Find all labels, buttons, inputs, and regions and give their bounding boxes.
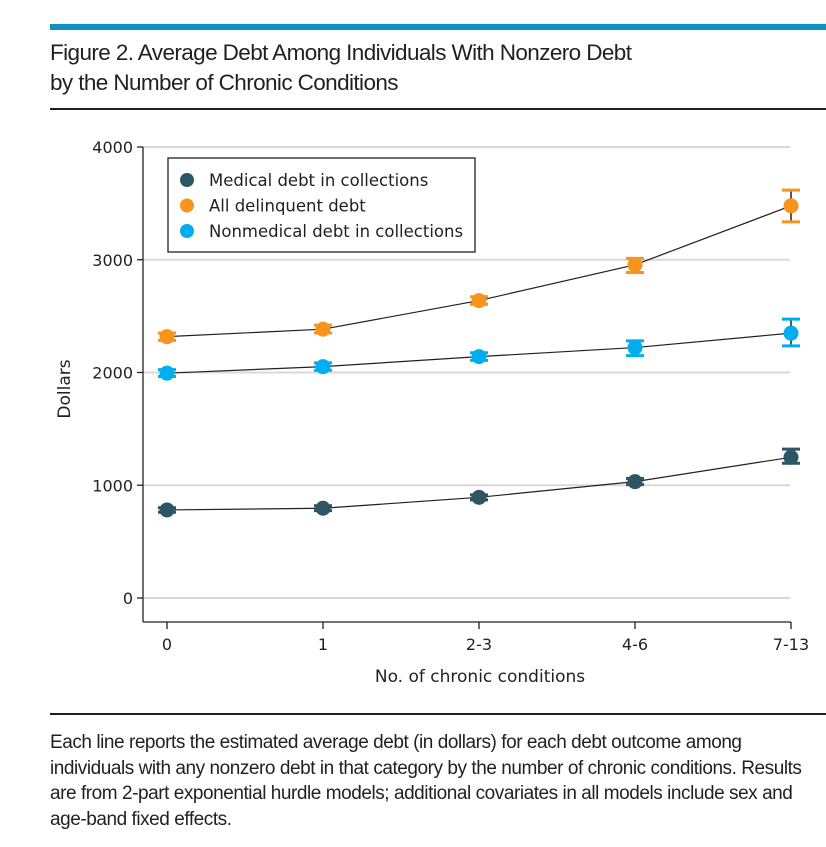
legend-label: All delinquent debt bbox=[209, 197, 366, 216]
chart: 0 1000 2000 3000 4000 0 1 2-3 4-6 7-13 Dollars N… bbox=[55, 138, 809, 687]
x-axis-label: No. of chronic conditions bbox=[375, 667, 585, 687]
y-axis-ticks: 0 1000 2000 3000 4000 bbox=[92, 138, 143, 608]
data-point bbox=[627, 257, 643, 273]
y-tick-label: 2000 bbox=[92, 364, 133, 383]
x-tick-label: 2-3 bbox=[466, 635, 492, 654]
legend-item: All delinquent debt bbox=[180, 197, 366, 216]
x-tick-label: 7-13 bbox=[773, 635, 809, 654]
data-point bbox=[471, 293, 487, 309]
x-tick-label: 1 bbox=[318, 635, 328, 654]
y-axis-label: Dollars bbox=[55, 359, 75, 418]
data-point bbox=[315, 321, 331, 337]
series-medical-debt-in-collections bbox=[158, 447, 800, 518]
legend-marker-icon bbox=[180, 198, 194, 213]
y-tick-label: 1000 bbox=[92, 476, 133, 495]
y-tick-label: 0 bbox=[123, 589, 133, 608]
legend-item: Medical debt in collections bbox=[180, 171, 428, 190]
figure-caption: Each line reports the estimated average … bbox=[50, 732, 802, 830]
y-tick-label: 4000 bbox=[92, 138, 133, 157]
x-tick-label: 0 bbox=[162, 635, 172, 654]
series-group bbox=[158, 188, 800, 518]
data-point bbox=[783, 325, 799, 341]
legend-marker-icon bbox=[180, 224, 194, 238]
data-point bbox=[159, 365, 175, 381]
legend-label: Medical debt in collections bbox=[209, 171, 428, 190]
data-point bbox=[783, 449, 799, 465]
figure-title-line-1: Figure 2. Average Debt Among Individuals… bbox=[50, 40, 632, 65]
x-axis-ticks: 0 1 2-3 4-6 7-13 bbox=[162, 622, 809, 654]
gridlines bbox=[143, 146, 790, 599]
data-point bbox=[315, 500, 331, 516]
legend-label: Nonmedical debt in collections bbox=[209, 222, 463, 241]
legend-box bbox=[167, 157, 476, 253]
figure-title-line-2: by the Number of Chronic Conditions bbox=[50, 70, 399, 95]
legend: Medical debt in collections All delinquen… bbox=[167, 157, 476, 253]
title-rule bbox=[50, 108, 826, 110]
caption-rule bbox=[50, 713, 826, 715]
legend-item: Nonmedical debt in collections bbox=[180, 222, 463, 241]
series-nonmedical-debt-in-collections bbox=[158, 317, 800, 381]
data-point bbox=[159, 502, 175, 518]
axes bbox=[142, 147, 791, 623]
series-all-delinquent-debt bbox=[158, 188, 800, 345]
data-point bbox=[471, 489, 487, 505]
data-point bbox=[783, 198, 799, 214]
data-point bbox=[627, 474, 643, 490]
y-tick-label: 3000 bbox=[92, 251, 133, 270]
data-point bbox=[627, 340, 643, 356]
legend-marker-icon bbox=[180, 173, 194, 187]
data-point bbox=[159, 329, 175, 345]
data-point bbox=[471, 349, 487, 365]
x-tick-label: 4-6 bbox=[622, 635, 648, 654]
figure-title: Figure 2. Average Debt Among Individuals… bbox=[50, 38, 820, 98]
data-point bbox=[315, 359, 331, 375]
accent-rule bbox=[50, 24, 826, 30]
